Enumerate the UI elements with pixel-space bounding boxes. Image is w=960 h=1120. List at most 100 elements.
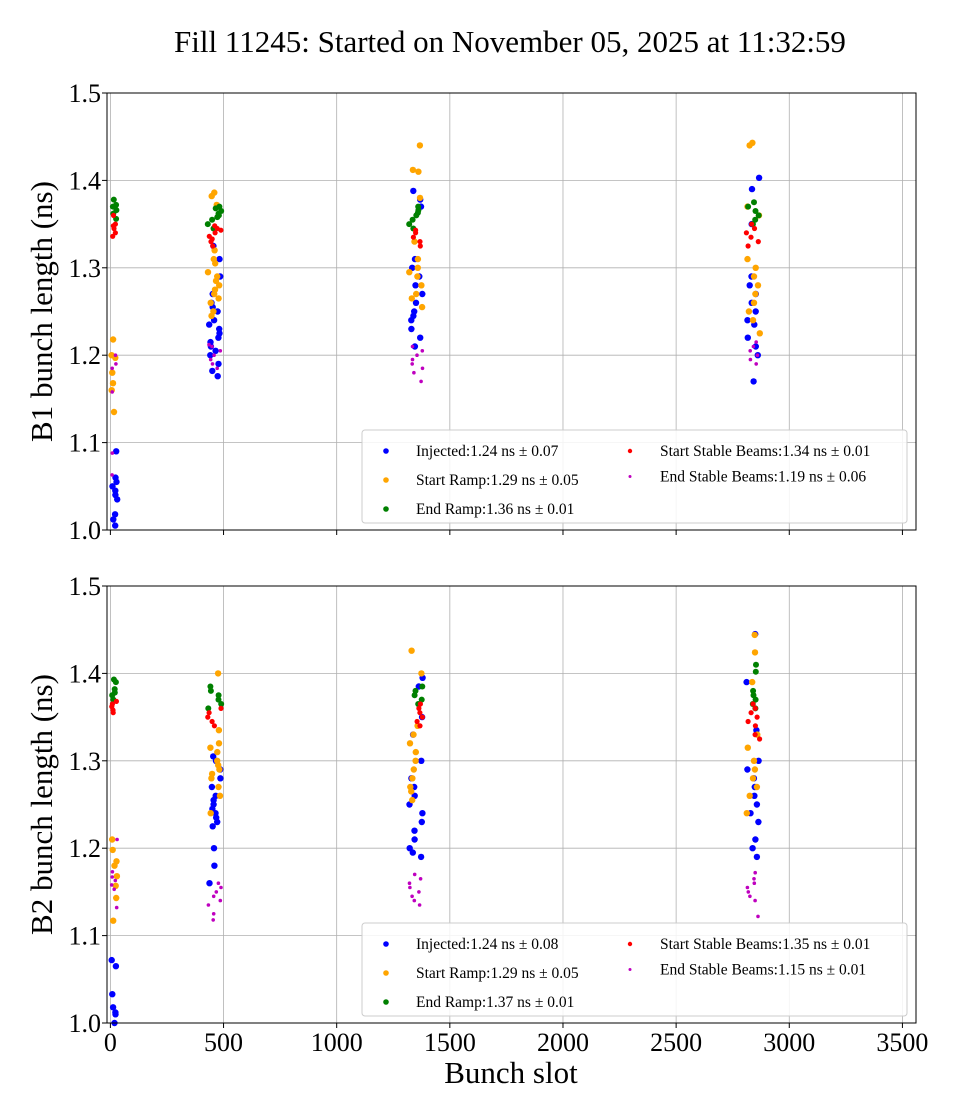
data-point-injected bbox=[753, 853, 761, 861]
data-point-start-ramp bbox=[208, 770, 216, 778]
data-point-injected bbox=[744, 334, 751, 341]
data-point-end-stable-beams bbox=[752, 881, 757, 885]
data-point-injected bbox=[216, 325, 223, 333]
data-point-end-ramp bbox=[752, 668, 759, 675]
data-point-end-ramp bbox=[409, 216, 416, 223]
data-point-injected bbox=[743, 678, 750, 686]
data-point-end-stable-beams bbox=[219, 885, 223, 890]
data-point-injected bbox=[408, 325, 415, 333]
data-point-start-stable-beams bbox=[416, 705, 422, 712]
data-point-start-ramp bbox=[408, 295, 415, 302]
x-tick-label: 0 bbox=[104, 1028, 117, 1057]
x-tick-label: 2500 bbox=[650, 1028, 702, 1057]
data-point-start-ramp bbox=[214, 748, 221, 756]
data-point-injected bbox=[751, 792, 758, 799]
data-point-end-stable-beams bbox=[208, 357, 213, 362]
data-point-start-ramp bbox=[410, 731, 417, 738]
legend-marker-injected bbox=[383, 941, 389, 947]
data-point-start-stable-beams bbox=[113, 698, 119, 705]
legend-label: End Stable Beams:1.15 ns ± 0.01 bbox=[660, 962, 866, 979]
data-point-start-ramp bbox=[207, 810, 214, 817]
data-point-start-stable-beams bbox=[748, 234, 754, 240]
data-point-start-ramp bbox=[112, 882, 119, 889]
legend-label: End Stable Beams:1.19 ns ± 0.06 bbox=[660, 469, 866, 486]
data-point-start-stable-beams bbox=[109, 701, 115, 707]
legend-box bbox=[361, 922, 908, 1017]
data-point-start-ramp bbox=[414, 255, 422, 263]
legend-label: Start Stable Beams:1.35 ns ± 0.01 bbox=[660, 936, 870, 953]
chart-title: Fill 11245: Started on November 05, 2025… bbox=[174, 24, 846, 59]
data-point-start-ramp bbox=[113, 873, 121, 880]
data-point-end-stable-beams bbox=[218, 898, 223, 903]
y-tick-label: 1.0 bbox=[69, 1009, 102, 1038]
data-point-end-ramp bbox=[745, 203, 752, 210]
data-point-start-stable-beams bbox=[749, 221, 755, 227]
data-point-injected bbox=[755, 174, 763, 181]
data-point-injected bbox=[208, 783, 216, 791]
data-point-end-stable-beams bbox=[748, 349, 752, 353]
data-point-end-stable-beams bbox=[110, 473, 114, 477]
data-point-start-ramp bbox=[406, 269, 413, 276]
data-point-end-ramp bbox=[215, 692, 222, 699]
data-point-end-stable-beams bbox=[113, 878, 118, 883]
x-tick-label: 3000 bbox=[763, 1028, 815, 1057]
data-point-start-ramp bbox=[109, 836, 116, 843]
data-point-start-stable-beams bbox=[419, 714, 425, 720]
x-tick-label: 2000 bbox=[537, 1028, 589, 1057]
data-point-injected bbox=[411, 308, 418, 315]
data-point-start-ramp bbox=[749, 775, 757, 782]
data-point-start-ramp bbox=[214, 757, 221, 764]
data-point-start-ramp bbox=[416, 142, 424, 149]
legend-label: Start Ramp:1.29 ns ± 0.05 bbox=[416, 965, 579, 982]
data-point-start-ramp bbox=[207, 299, 214, 306]
data-point-end-ramp bbox=[753, 661, 759, 668]
data-point-injected bbox=[411, 836, 418, 843]
data-point-end-stable-beams bbox=[408, 885, 412, 890]
data-point-start-ramp bbox=[109, 380, 117, 387]
scatter-points bbox=[108, 139, 763, 529]
data-point-injected bbox=[108, 956, 115, 964]
y-tick-label: 1.4 bbox=[69, 166, 102, 195]
data-point-injected bbox=[112, 474, 119, 481]
data-point-start-ramp bbox=[215, 727, 223, 734]
data-point-end-ramp bbox=[209, 216, 216, 223]
data-point-start-ramp bbox=[418, 282, 425, 289]
data-point-start-ramp bbox=[744, 255, 751, 263]
data-point-injected bbox=[412, 299, 420, 306]
data-point-start-stable-beams bbox=[751, 225, 758, 232]
data-point-start-ramp bbox=[416, 194, 424, 202]
data-point-start-ramp bbox=[749, 139, 756, 146]
data-point-start-ramp bbox=[743, 810, 750, 817]
data-point-end-stable-beams bbox=[751, 344, 756, 349]
data-point-end-stable-beams bbox=[110, 875, 114, 879]
data-point-end-ramp bbox=[418, 696, 425, 703]
data-point-injected bbox=[109, 483, 116, 490]
data-point-injected bbox=[215, 360, 222, 368]
data-point-end-stable-beams bbox=[214, 890, 219, 894]
y-tick-label: 1.4 bbox=[69, 659, 102, 688]
data-point-start-stable-beams bbox=[110, 212, 117, 218]
data-point-end-stable-beams bbox=[115, 837, 119, 842]
legend-label: Start Stable Beams:1.34 ns ± 0.01 bbox=[660, 443, 870, 460]
data-point-injected bbox=[214, 373, 221, 380]
data-point-start-ramp bbox=[744, 744, 751, 751]
data-point-end-stable-beams bbox=[754, 362, 758, 366]
data-point-start-stable-beams bbox=[410, 234, 416, 240]
data-point-start-ramp bbox=[214, 273, 221, 280]
data-point-end-stable-beams bbox=[745, 885, 750, 890]
data-point-start-stable-beams bbox=[212, 230, 218, 236]
data-point-end-stable-beams bbox=[418, 877, 423, 881]
data-point-start-ramp bbox=[215, 783, 222, 791]
data-point-end-ramp bbox=[755, 212, 762, 219]
data-point-start-ramp bbox=[215, 295, 222, 302]
data-point-injected bbox=[209, 823, 216, 830]
data-point-end-stable-beams bbox=[114, 905, 119, 910]
data-point-injected bbox=[109, 1004, 117, 1011]
x-tick-label: 500 bbox=[204, 1028, 243, 1057]
data-point-start-ramp bbox=[418, 303, 426, 311]
data-point-start-ramp bbox=[746, 792, 753, 799]
data-point-start-stable-beams bbox=[417, 723, 423, 729]
data-point-end-stable-beams bbox=[410, 894, 414, 899]
data-point-start-ramp bbox=[749, 678, 756, 686]
y-axis-label: B2 bunch length (ns) bbox=[24, 674, 59, 935]
